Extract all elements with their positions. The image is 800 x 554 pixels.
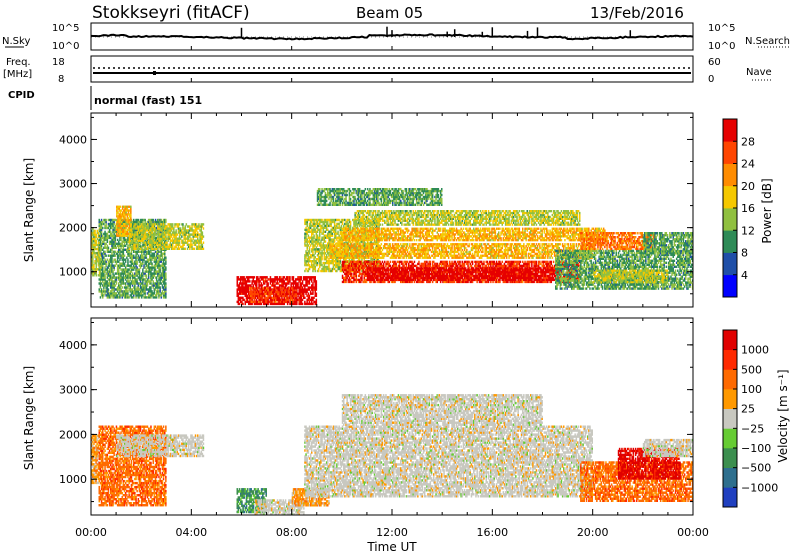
colorbar-tick-label: 500	[741, 363, 762, 376]
colorbar-swatch	[723, 487, 737, 507]
nave-label: Nave	[746, 67, 772, 78]
freq-label-1: Freq.	[6, 57, 31, 68]
cpid-label: CPID	[8, 90, 35, 101]
y-tick-label: 2000	[59, 222, 87, 235]
colorbar-tick-label: 24	[741, 158, 755, 171]
x-tick-label: 00:00	[75, 526, 107, 539]
colorbar-tick-label: −100	[741, 442, 771, 455]
colorbar-tick-label: 100	[741, 383, 762, 396]
colorbar-swatch	[723, 164, 737, 187]
nave-tick-bottom: 0	[708, 74, 714, 85]
x-axis-ticks: 00:00 04:00 08:00 12:00 16:00 20:00 00:00	[75, 46, 709, 539]
data-region	[329, 243, 593, 259]
colorbar-swatch	[723, 350, 737, 370]
velocity-panel: 4000 3000 2000 1000 Slant Range [km] 1000 50…	[22, 318, 790, 515]
colorbar-swatch	[723, 448, 737, 468]
colorbar-swatch	[723, 141, 737, 164]
date-title: 13/Feb/2016	[590, 4, 684, 22]
colorbar-tick-label: 16	[741, 202, 755, 215]
colorbar-tick-label: 28	[741, 135, 755, 148]
power-panel: 4000 3000 2000 1000 Slant Range [km] 28 24 20…	[22, 113, 774, 307]
colorbar-tick-label: −500	[741, 462, 771, 475]
colorbar-tick-label: −25	[741, 422, 764, 435]
noise-left-tick-bottom: 10^0	[52, 41, 79, 52]
y-tick-label: 2000	[59, 428, 87, 441]
data-region	[304, 426, 593, 498]
x-tick-label: 08:00	[276, 526, 308, 539]
x-tick-label: 16:00	[476, 526, 508, 539]
colorbar-swatch	[723, 468, 737, 488]
noise-right-label: N.Search	[745, 36, 790, 47]
colorbar-swatch	[723, 253, 737, 276]
colorbar-swatch	[723, 409, 737, 429]
y-tick-label: 3000	[59, 384, 87, 397]
x-tick-label: 20:00	[577, 526, 609, 539]
data-region	[643, 439, 694, 457]
colorbar-swatch	[723, 275, 737, 298]
colorbar-swatch	[723, 428, 737, 448]
noise-left-label: N.Sky	[2, 36, 30, 47]
colorbar-swatch	[723, 208, 737, 231]
velocity-ylabel: Slant Range [km]	[22, 366, 36, 470]
x-tick-label: 04:00	[175, 526, 207, 539]
velocity-colorbar-label: Velocity [m s⁻¹]	[776, 369, 790, 462]
colorbar-swatch	[723, 119, 737, 142]
freq-tick-top: 18	[52, 57, 65, 68]
colorbar-tick-label: 8	[741, 247, 748, 260]
beam-title: Beam 05	[356, 4, 423, 22]
freq-label-2: [MHz]	[3, 69, 32, 80]
y-tick-label: 4000	[59, 339, 87, 352]
data-region	[342, 394, 543, 426]
y-tick-label: 4000	[59, 133, 87, 146]
power-colorbar-label: Power [dB]	[760, 178, 774, 243]
colorbar-tick-label: 20	[741, 180, 755, 193]
cpid-row: CPID normal (fast) 151	[8, 86, 202, 110]
power-ylabel: Slant Range [km]	[22, 158, 36, 262]
velocity-colorbar	[723, 330, 737, 507]
colorbar-swatch	[723, 389, 737, 409]
colorbar-tick-label: −1000	[741, 481, 778, 494]
freq-panel: Freq. [MHz] 18 8 60 0 Nave	[3, 56, 772, 85]
freq-tick-bottom: 8	[58, 74, 64, 85]
velocity-heatmap	[91, 394, 693, 515]
data-region	[317, 188, 443, 206]
colorbar-tick-label: 25	[741, 403, 755, 416]
data-region	[129, 223, 205, 250]
station-title: Stokkseyri (fitACF)	[92, 3, 250, 23]
data-region	[342, 228, 606, 242]
noise-panel: N.Sky 10^5 10^0 10^5 10^0 N.Search	[2, 23, 790, 52]
colorbar-tick-label: 4	[741, 269, 748, 282]
power-heatmap	[91, 188, 693, 305]
colorbar-swatch	[723, 186, 737, 209]
colorbar-swatch	[723, 369, 737, 389]
data-region	[354, 210, 580, 226]
data-region	[91, 434, 99, 484]
noise-left-tick-top: 10^5	[52, 23, 79, 34]
y-tick-label: 1000	[59, 266, 87, 279]
colorbar-swatch	[723, 230, 737, 253]
noise-right-tick-top: 10^5	[708, 23, 735, 34]
cpid-value: normal (fast) 151	[94, 94, 202, 107]
nave-tick-top: 60	[708, 57, 721, 68]
x-tick-label: 12:00	[376, 526, 408, 539]
x-axis-label: Time UT	[366, 540, 417, 554]
noise-right-tick-bottom: 10^0	[708, 41, 735, 52]
y-tick-label: 1000	[59, 473, 87, 486]
colorbar-swatch	[723, 330, 737, 350]
data-region	[116, 434, 204, 457]
y-tick-label: 3000	[59, 178, 87, 191]
velocity-colorbar-ticks: 1000 500 100 25 −25 −100 −500 −1000	[733, 344, 778, 495]
colorbar-tick-label: 1000	[741, 344, 769, 357]
colorbar-tick-label: 12	[741, 224, 755, 237]
x-tick-label: 00:00	[677, 526, 709, 539]
radar-figure: Stokkseyri (fitACF) Beam 05 13/Feb/2016 …	[0, 0, 800, 554]
